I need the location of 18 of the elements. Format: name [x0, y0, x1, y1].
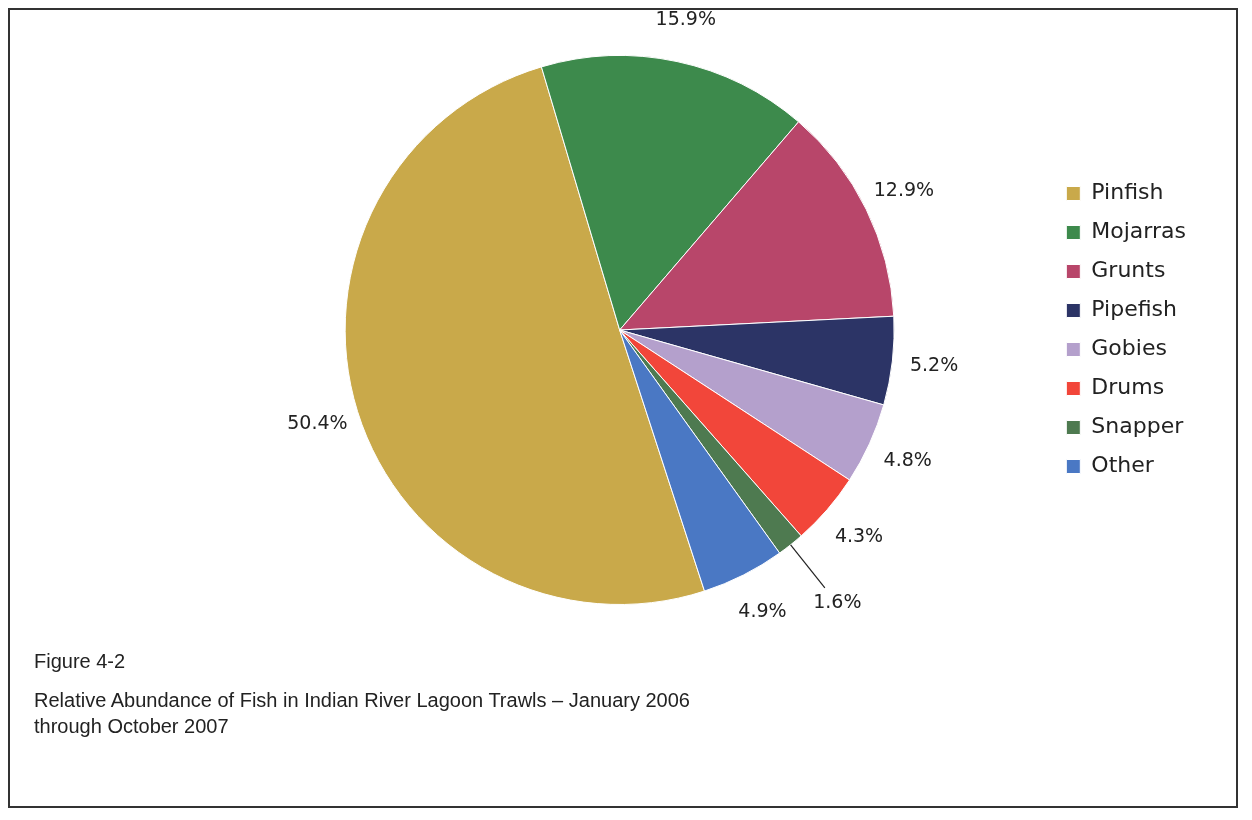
- caption: Figure 4-2: [34, 650, 127, 673]
- text: Relative Abundance of Fish in Indian River Lagoon Trawls – January 2006 through October 2007: [34, 688, 691, 739]
- legend-label: Gobies: [1091, 335, 1167, 361]
- data-label: 50.4%: [287, 410, 348, 433]
- legend-label: Pinfish: [1091, 179, 1164, 205]
- data-label: 1.6%: [813, 590, 862, 613]
- legend-label: Pipefish: [1091, 296, 1177, 322]
- legend-label: Other: [1091, 452, 1155, 478]
- data-label: 15.9%: [655, 7, 716, 30]
- legend-label: Drums: [1091, 374, 1165, 400]
- legend-label: Snapper: [1091, 413, 1185, 439]
- data-label: 4.3%: [834, 524, 884, 546]
- data-label: 4.9%: [738, 599, 787, 622]
- legend-label: Mojarras: [1091, 218, 1187, 244]
- data-label: 5.2%: [910, 352, 959, 375]
- legend-label: Grunts: [1091, 257, 1166, 283]
- data-label: 4.8%: [883, 448, 932, 471]
- data-label: 12.9%: [873, 177, 935, 200]
